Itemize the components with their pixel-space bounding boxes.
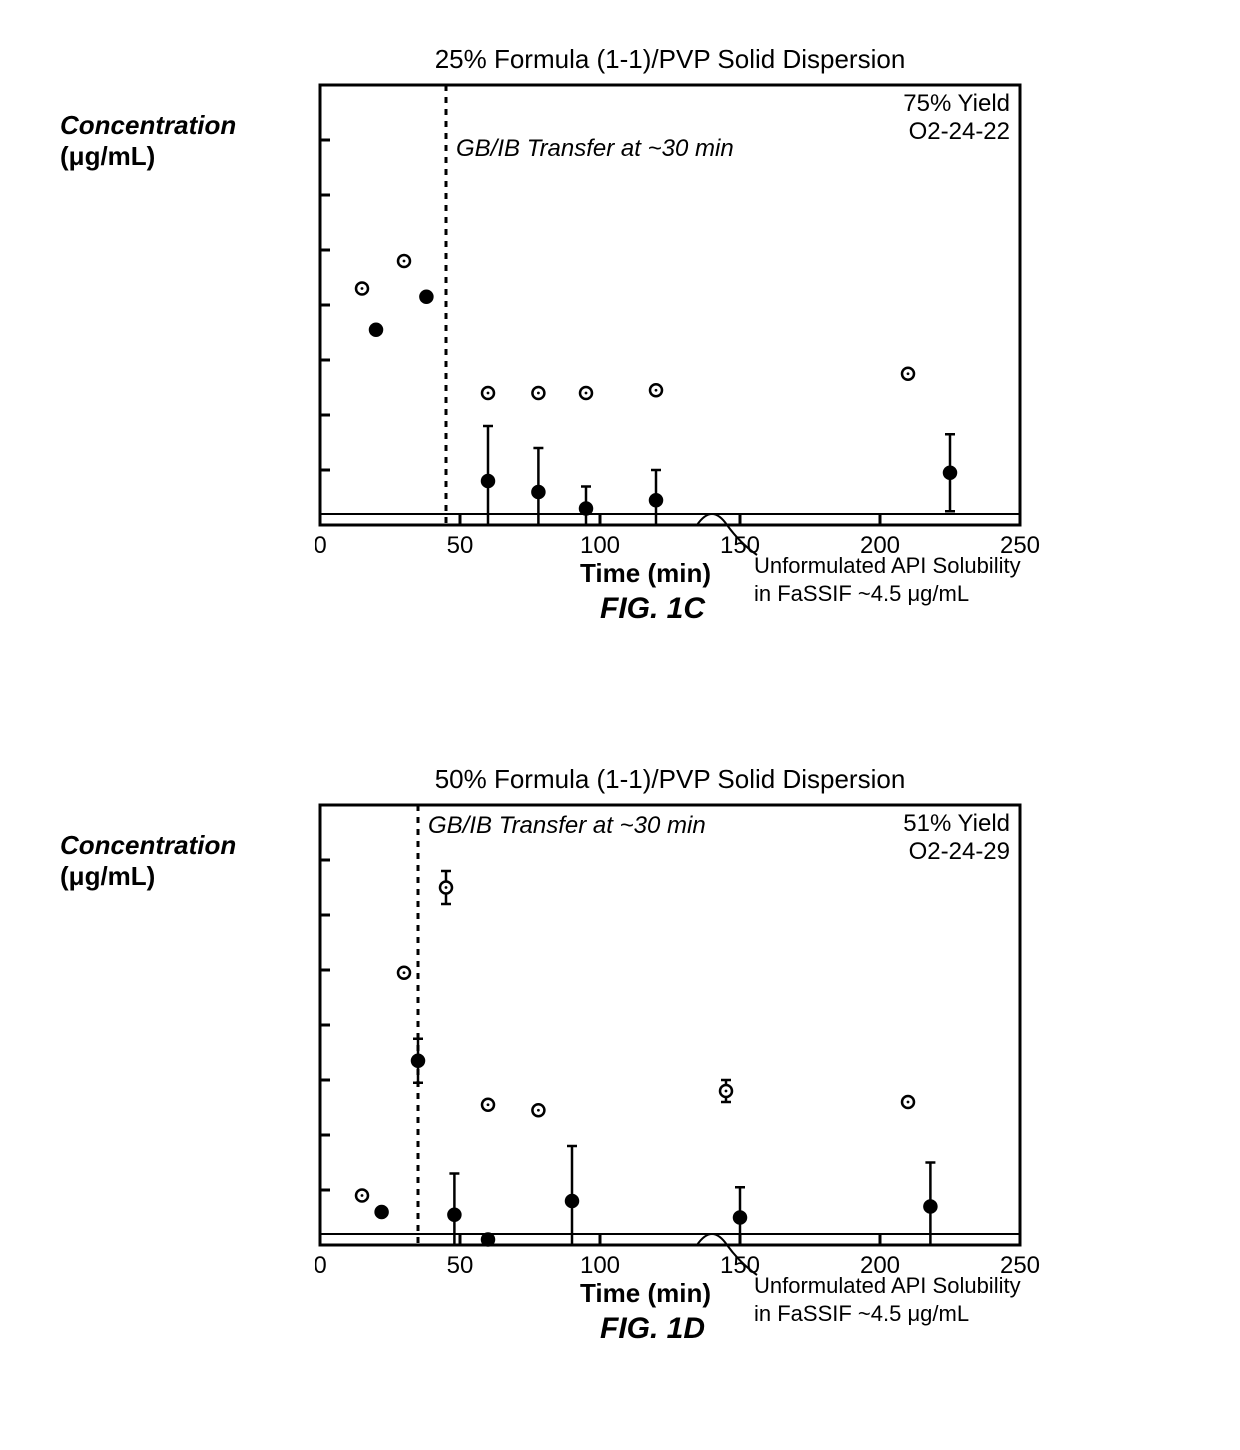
x-axis-label: Time (min) (580, 558, 711, 589)
marker-open-dot (907, 1101, 910, 1104)
chart-title: 50% Formula (1-1)/PVP Solid Dispersion (320, 764, 1020, 795)
marker-filled (944, 467, 956, 479)
xtick-label: 100 (580, 532, 620, 559)
marker-open-dot (537, 392, 540, 395)
x-axis-label: Time (min) (580, 1278, 711, 1309)
yield-annotation: 51% YieldO2-24-29 (840, 810, 1010, 866)
marker-open-dot (403, 260, 406, 263)
yield-line: O2-24-22 (840, 118, 1010, 146)
marker-filled (482, 475, 494, 487)
yield-line: O2-24-29 (840, 838, 1010, 866)
transfer-label: GB/IB Transfer at ~30 min (456, 135, 734, 163)
footnote-line: in FaSSIF ~4.5 μg/mL (754, 1300, 1021, 1328)
figure-label: FIG. 1D (600, 1312, 705, 1346)
panel-C: 25% Formula (1-1)/PVP Solid Dispersion Co… (0, 30, 1240, 730)
ylabel-line2: (μg/mL) (60, 861, 155, 891)
yield-line: 75% Yield (840, 90, 1010, 118)
y-axis-label: Concentration(μg/mL) (60, 830, 236, 892)
xtick-label: 50 (447, 532, 474, 559)
marker-open-dot (725, 1090, 728, 1093)
plot-border (320, 805, 1020, 1245)
xtick-label: 100 (580, 1252, 620, 1279)
marker-filled (924, 1201, 936, 1213)
marker-filled (580, 503, 592, 515)
marker-filled (566, 1195, 578, 1207)
marker-open-dot (487, 392, 490, 395)
marker-open-dot (361, 287, 364, 290)
marker-open-dot (907, 372, 910, 375)
chart-svg: 0100200300400500600700800050100150200250 (315, 800, 1095, 1320)
marker-filled (376, 1206, 388, 1218)
marker-open-dot (537, 1109, 540, 1112)
xtick-label: 0 (315, 1252, 327, 1279)
footnote-line: in FaSSIF ~4.5 μg/mL (754, 580, 1021, 608)
marker-open-dot (585, 392, 588, 395)
marker-filled (482, 1234, 494, 1246)
marker-filled (420, 291, 432, 303)
footnote-line: Unformulated API Solubility (754, 1272, 1021, 1300)
xtick-label: 0 (315, 532, 327, 559)
marker-filled (532, 486, 544, 498)
marker-open-dot (403, 971, 406, 974)
ylabel-line2: (μg/mL) (60, 141, 155, 171)
footnote: Unformulated API Solubilityin FaSSIF ~4.… (754, 1272, 1021, 1327)
marker-open-dot (487, 1103, 490, 1106)
yield-annotation: 75% YieldO2-24-22 (840, 90, 1010, 146)
transfer-label: GB/IB Transfer at ~30 min (428, 812, 706, 840)
marker-open-dot (445, 886, 448, 889)
panel-D: 50% Formula (1-1)/PVP Solid Dispersion Co… (0, 750, 1240, 1450)
xtick-label: 50 (447, 1252, 474, 1279)
marker-open-dot (361, 1194, 364, 1197)
footnote: Unformulated API Solubilityin FaSSIF ~4.… (754, 552, 1021, 607)
marker-filled (448, 1209, 460, 1221)
chart-title: 25% Formula (1-1)/PVP Solid Dispersion (320, 44, 1020, 75)
figure-label: FIG. 1C (600, 592, 705, 626)
marker-filled (650, 494, 662, 506)
y-axis-label: Concentration(μg/mL) (60, 110, 236, 172)
ylabel-line1: Concentration (60, 830, 236, 860)
ylabel-line1: Concentration (60, 110, 236, 140)
yield-line: 51% Yield (840, 810, 1010, 838)
marker-filled (734, 1212, 746, 1224)
marker-filled (370, 324, 382, 336)
marker-open-dot (655, 389, 658, 392)
footnote-line: Unformulated API Solubility (754, 552, 1021, 580)
marker-filled (412, 1055, 424, 1067)
